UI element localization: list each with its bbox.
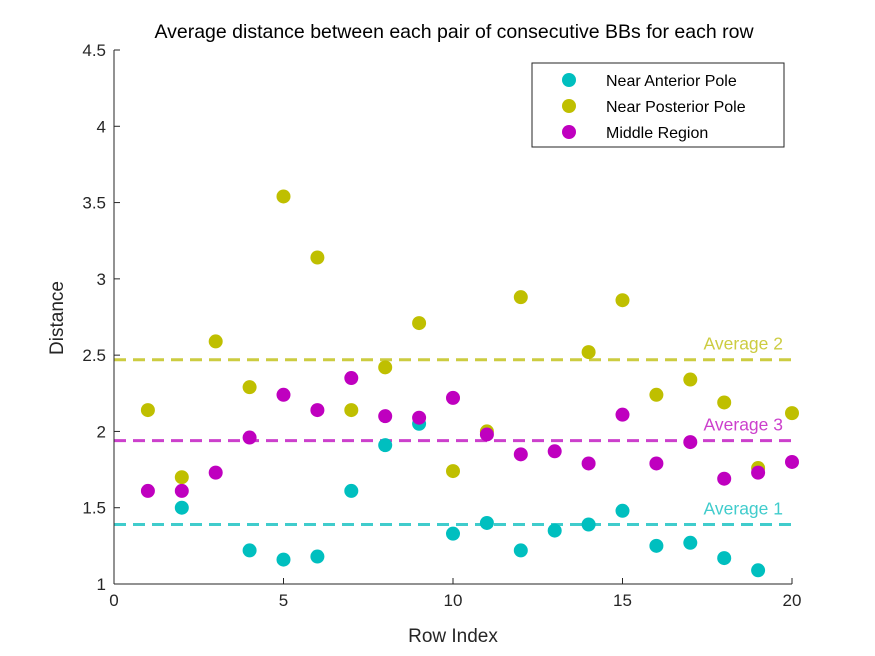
x-tick-label: 20 bbox=[783, 591, 802, 610]
reference-line-label: Average 2 bbox=[704, 334, 783, 354]
data-point bbox=[683, 435, 698, 450]
data-point bbox=[581, 517, 596, 532]
y-tick-label: 2.5 bbox=[82, 346, 106, 365]
x-tick-label: 5 bbox=[279, 591, 288, 610]
data-point bbox=[276, 189, 291, 204]
data-point bbox=[276, 387, 291, 402]
data-point bbox=[310, 403, 325, 418]
chart-title: Average distance between each pair of co… bbox=[154, 21, 754, 43]
data-point bbox=[547, 444, 562, 459]
x-tick-label: 10 bbox=[444, 591, 463, 610]
data-point bbox=[581, 345, 596, 360]
data-point bbox=[649, 387, 664, 402]
data-point bbox=[412, 316, 427, 331]
data-point bbox=[785, 406, 799, 421]
data-point bbox=[412, 410, 427, 425]
y-tick-label: 2 bbox=[97, 422, 106, 441]
x-tick-label: 0 bbox=[109, 591, 118, 610]
reference-line-label: Average 1 bbox=[704, 498, 783, 518]
data-point bbox=[208, 334, 223, 349]
x-axis-label: Row Index bbox=[408, 626, 498, 647]
data-point bbox=[513, 290, 528, 305]
data-point bbox=[751, 465, 766, 480]
y-tick-label: 3.5 bbox=[82, 194, 106, 213]
data-point bbox=[344, 371, 359, 386]
data-point bbox=[242, 430, 257, 445]
legend-marker bbox=[562, 73, 576, 87]
reference-line-label: Average 3 bbox=[704, 415, 783, 435]
y-tick-label: 3 bbox=[97, 270, 106, 289]
data-point bbox=[174, 483, 189, 498]
data-point bbox=[344, 403, 359, 418]
data-point bbox=[615, 407, 630, 422]
legend-marker bbox=[562, 99, 576, 113]
data-point bbox=[310, 549, 325, 564]
data-point bbox=[479, 427, 494, 442]
data-point bbox=[751, 563, 766, 578]
x-tick-label: 15 bbox=[613, 591, 632, 610]
data-point bbox=[785, 454, 799, 469]
data-point bbox=[615, 503, 630, 518]
data-point bbox=[649, 456, 664, 471]
data-point bbox=[174, 470, 189, 485]
data-point bbox=[378, 360, 393, 375]
data-point bbox=[344, 483, 359, 498]
data-point bbox=[581, 456, 596, 471]
data-point bbox=[310, 250, 325, 265]
data-point bbox=[649, 538, 664, 553]
data-point bbox=[446, 526, 460, 541]
data-point bbox=[140, 403, 155, 418]
data-point bbox=[140, 483, 155, 498]
data-point bbox=[615, 293, 630, 308]
legend-marker bbox=[562, 125, 576, 139]
data-point bbox=[683, 535, 698, 550]
data-point bbox=[208, 465, 223, 480]
data-point bbox=[276, 552, 291, 567]
y-axis-label: Distance bbox=[47, 281, 68, 355]
series-group bbox=[174, 416, 766, 578]
legend-label: Near Anterior Pole bbox=[606, 73, 737, 90]
data-point bbox=[717, 471, 732, 486]
data-point bbox=[242, 543, 257, 558]
data-point bbox=[513, 543, 528, 558]
y-tick-label: 1.5 bbox=[82, 499, 106, 518]
data-point bbox=[717, 395, 732, 410]
data-point bbox=[174, 500, 189, 515]
y-tick-label: 4.5 bbox=[82, 41, 106, 60]
data-point bbox=[378, 438, 393, 453]
data-point bbox=[547, 523, 562, 538]
data-markers bbox=[140, 189, 799, 578]
data-point bbox=[446, 464, 460, 479]
data-point bbox=[513, 447, 528, 462]
data-point bbox=[479, 515, 494, 530]
reference-lines: Average 2 Average 3 Average 1 bbox=[114, 334, 792, 526]
data-point bbox=[242, 380, 257, 395]
y-tick-label: 4 bbox=[97, 117, 106, 136]
series-group bbox=[140, 371, 799, 498]
data-point bbox=[683, 372, 698, 387]
legend-label: Near Posterior Pole bbox=[606, 99, 746, 116]
data-point bbox=[378, 409, 393, 424]
legend: Near Anterior Pole Near Posterior Pole Mid… bbox=[531, 62, 785, 148]
legend-label: Middle Region bbox=[606, 125, 708, 142]
ticks: 0 5 10 15 20 1 1.5 2 2.5 3 3.5 4 4.5 bbox=[82, 41, 801, 610]
data-point bbox=[446, 390, 460, 405]
data-point bbox=[717, 551, 732, 566]
y-tick-label: 1 bbox=[97, 575, 106, 594]
